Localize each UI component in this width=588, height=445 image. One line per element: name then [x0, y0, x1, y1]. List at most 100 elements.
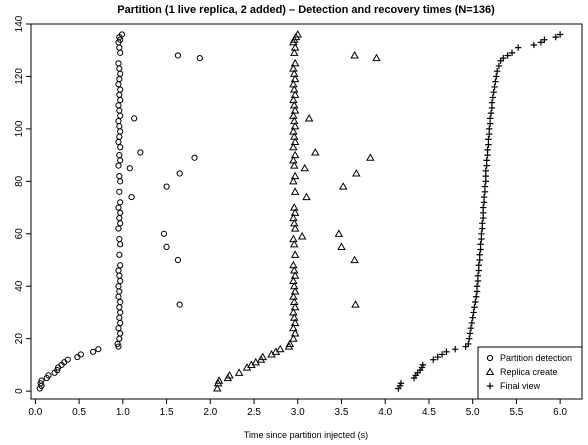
triangle-point: [289, 313, 299, 321]
series-triangle: [213, 30, 381, 392]
triangle-point: [289, 142, 298, 151]
circle-point: [116, 214, 123, 222]
triangle-point: [290, 43, 300, 51]
triangle-point: [290, 318, 300, 327]
circle-point: [116, 65, 123, 72]
triangle-point: [290, 208, 300, 216]
triangle-point: [290, 58, 300, 67]
triangle-point: [366, 153, 375, 161]
circle-point: [115, 102, 122, 109]
circle-point: [117, 70, 124, 77]
legend: Partition detection Replica create Final v…: [477, 346, 583, 400]
plus-point: [483, 157, 490, 164]
circle-point: [116, 235, 123, 243]
triangle-point: [289, 69, 299, 77]
plus-point: [475, 262, 482, 269]
plus-point: [478, 230, 485, 237]
circle-point: [117, 49, 124, 56]
plus-point: [465, 340, 472, 348]
triangle-point: [290, 302, 300, 311]
triangle-point: [293, 30, 303, 38]
triangle-point: [289, 266, 299, 274]
circle-point: [117, 241, 124, 248]
circle-point: [117, 36, 124, 43]
triangle-point: [290, 271, 300, 279]
circle-point: [116, 123, 123, 130]
plus-point: [493, 68, 501, 75]
plus-point: [430, 356, 437, 363]
triangle-point: [290, 187, 300, 195]
triangle-point: [352, 169, 361, 177]
triangle-point: [372, 53, 381, 62]
plus-point: [480, 193, 488, 201]
plus-point: [552, 33, 559, 41]
triangle-point: [289, 155, 298, 164]
plus-point: [493, 73, 500, 80]
triangle-point: [290, 250, 300, 258]
circle-point: [115, 283, 122, 290]
triangle-point: [290, 150, 300, 159]
triangle-point: [289, 100, 299, 109]
triangle-point: [338, 182, 348, 190]
circle-point: [115, 138, 122, 146]
triangle-point: [289, 213, 298, 222]
circle-point: [163, 183, 170, 190]
plus-point: [470, 309, 477, 316]
x-tick-label: 1.5: [160, 407, 174, 418]
plus-point: [477, 241, 484, 248]
triangle-point: [289, 161, 299, 169]
triangle-point: [285, 339, 295, 347]
triangle-point: [289, 116, 299, 125]
triangle-point: [290, 74, 300, 83]
circle-point: [117, 319, 124, 327]
y-tick-label: 0: [14, 388, 25, 394]
circle-point: [89, 348, 97, 355]
triangle-point: [289, 176, 298, 185]
circle-point: [114, 340, 121, 348]
triangle-point: [289, 48, 299, 56]
circle-point: [74, 353, 81, 361]
triangle-point: [337, 242, 346, 250]
circle-point: [116, 152, 123, 159]
y-tick-label: 60: [14, 228, 25, 240]
plus-point: [488, 99, 496, 106]
plus-point: [397, 380, 405, 387]
legend-plus-symbol: [486, 382, 494, 390]
triangle-point: [234, 368, 244, 376]
triangle-point: [289, 323, 298, 332]
circle-point: [45, 372, 52, 379]
circle-point: [54, 367, 61, 374]
triangle-point: [289, 292, 298, 300]
plus-point: [489, 94, 496, 101]
plus-point: [492, 78, 499, 85]
plus-point: [484, 146, 491, 154]
x-tick-label: 6.0: [553, 407, 567, 418]
plot-frame: [30, 23, 583, 400]
legend-label: Final view: [500, 381, 541, 391]
triangle-point: [289, 203, 299, 211]
plus-point: [471, 304, 478, 311]
circle-point: [174, 52, 182, 59]
circle-point: [115, 162, 122, 169]
legend-label: Replica create: [500, 367, 558, 377]
triangle-point: [350, 51, 359, 59]
triangle-point: [289, 111, 298, 119]
triangle-point: [350, 255, 359, 264]
circle-point: [116, 304, 123, 311]
triangle-point: [289, 127, 298, 135]
circle-point: [95, 346, 102, 353]
plus-point: [469, 314, 476, 321]
plus-point: [504, 52, 511, 59]
circle-point: [116, 107, 123, 114]
x-axis: 0.0 0.5 1.0 1.5 2.0 2.5 3.0 3.5 4.0 4.5 5.0 5.5 6.0: [28, 399, 568, 418]
circle-point: [128, 193, 135, 201]
circle-point: [117, 178, 124, 185]
triangle-point: [290, 287, 300, 295]
triangle-point: [290, 106, 300, 114]
circle-point: [116, 272, 123, 279]
plus-point: [479, 220, 486, 227]
triangle-point: [351, 300, 360, 308]
plus-point: [467, 324, 475, 332]
triangle-point: [290, 90, 300, 98]
